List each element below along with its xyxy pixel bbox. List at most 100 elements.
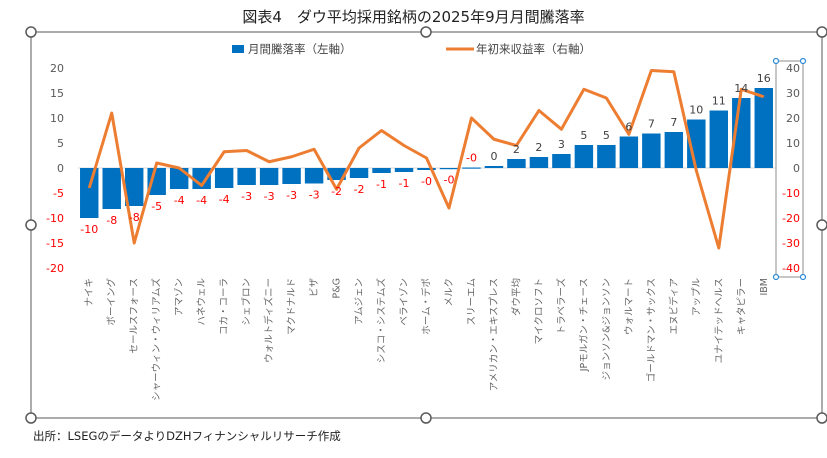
bar[interactable] — [439, 168, 459, 170]
bar[interactable] — [709, 110, 729, 169]
category-label: ジョンソン&ジョンソン — [601, 278, 612, 380]
resize-handle[interactable] — [420, 26, 432, 38]
category-label: IBM — [759, 278, 770, 296]
category-label: ビザ — [309, 278, 320, 298]
category-label: シスコ・システムズ — [376, 278, 388, 364]
category-label: ダウ平均 — [510, 278, 522, 316]
bar[interactable] — [597, 145, 616, 168]
bar[interactable] — [102, 168, 121, 209]
bar[interactable] — [664, 132, 684, 168]
data-label: -8 — [129, 211, 140, 224]
data-label: -3 — [264, 190, 275, 203]
chart-frame[interactable] — [30, 31, 823, 419]
category-label: アムジェン — [354, 278, 365, 325]
category-label: ボーイング — [106, 278, 118, 326]
bar[interactable] — [394, 168, 414, 172]
bar[interactable] — [372, 168, 391, 173]
category-label: スリーエム — [466, 278, 477, 326]
legend-bar-label: 月間騰落率（左軸） — [248, 42, 352, 56]
y-right-tick-label: -40 — [782, 262, 800, 275]
resize-handle[interactable] — [25, 412, 37, 424]
category-label: ハネウェル — [197, 278, 208, 326]
resize-handle[interactable] — [25, 219, 37, 231]
axis-selection-handle[interactable] — [772, 57, 780, 65]
bar[interactable] — [304, 168, 324, 184]
bar[interactable] — [552, 154, 571, 168]
resize-handle[interactable] — [25, 26, 37, 38]
y-right-tick-label: 30 — [786, 87, 800, 100]
data-label: 7 — [670, 116, 677, 129]
category-label: ゴールドマン・サックス — [645, 278, 657, 382]
bar[interactable] — [259, 168, 279, 185]
resize-handle[interactable] — [420, 412, 432, 424]
data-label: -5 — [151, 200, 162, 213]
category-label: P&G — [332, 278, 343, 299]
data-label: -4 — [219, 193, 230, 206]
y-right-tick-label: 40 — [786, 62, 800, 75]
data-label: 2 — [535, 141, 542, 154]
y-right-tick-label: 0 — [793, 162, 800, 175]
data-label: -3 — [241, 190, 252, 203]
category-label: ウォルトディズニー — [263, 278, 275, 363]
y-right-tick-label: -20 — [782, 212, 800, 225]
bar[interactable] — [80, 168, 99, 218]
axis-selection-handle[interactable] — [799, 57, 807, 65]
data-label: -2 — [331, 185, 342, 198]
y-left-tick-label: 20 — [50, 62, 64, 75]
y-left-tick-label: -20 — [46, 262, 64, 275]
data-label: -8 — [106, 214, 117, 227]
data-label: -1 — [376, 178, 387, 191]
y-left-tick-label: 15 — [50, 87, 64, 100]
right-axis-selection[interactable] — [775, 60, 804, 278]
bar[interactable] — [507, 159, 526, 168]
bar[interactable] — [619, 136, 639, 169]
data-label: 10 — [689, 104, 703, 117]
bar[interactable] — [754, 88, 773, 168]
y-right-tick-label: -10 — [782, 187, 800, 200]
bar[interactable] — [484, 166, 504, 168]
data-label: -3 — [309, 189, 320, 202]
data-label: 6 — [625, 121, 632, 134]
y-left-tick-label: 10 — [50, 112, 64, 125]
data-label: -2 — [354, 183, 365, 196]
category-label: ウォルマート — [624, 278, 635, 335]
bar[interactable] — [349, 168, 369, 178]
data-label: 5 — [603, 129, 610, 142]
legend-line-label: 年初来収益率（右軸） — [476, 42, 591, 56]
line-series-ytd-return[interactable] — [87, 69, 765, 250]
bar[interactable] — [124, 168, 144, 206]
axis-selection-handle[interactable] — [772, 273, 780, 281]
data-label: 5 — [580, 129, 587, 142]
data-label: -3 — [286, 189, 297, 202]
bar[interactable] — [282, 168, 301, 184]
bar[interactable] — [574, 145, 594, 168]
bar[interactable] — [529, 157, 549, 168]
resize-handle[interactable] — [816, 219, 827, 231]
bar[interactable] — [214, 168, 234, 188]
data-label: 7 — [648, 118, 655, 131]
category-label: アメリカン・エキスプレス — [489, 278, 500, 391]
data-label: -10 — [80, 223, 98, 236]
data-label: 11 — [712, 95, 726, 108]
source-note: 出所：LSEGのデータよりDZHフィナンシャルリサーチ作成 — [33, 429, 341, 443]
bar[interactable] — [327, 168, 346, 180]
y-right-tick-label: 10 — [786, 137, 800, 150]
resize-handle[interactable] — [816, 26, 827, 38]
category-label: ベライゾン — [399, 278, 410, 326]
y-left-tick-label: -10 — [46, 212, 64, 225]
bar[interactable] — [237, 168, 256, 185]
bar[interactable] — [642, 133, 661, 169]
data-label: 16 — [757, 72, 771, 85]
resize-handle[interactable] — [816, 412, 827, 424]
category-label: JPモルガン・チェース — [579, 278, 590, 372]
data-label: 3 — [558, 138, 565, 151]
category-label: ホーム・デポ — [421, 278, 433, 335]
category-label: トラベラーズ — [555, 278, 567, 335]
category-label: アップル — [691, 278, 702, 317]
data-label: -4 — [174, 194, 185, 207]
bar[interactable] — [417, 168, 436, 170]
axis-selection-handle[interactable] — [799, 273, 807, 281]
data-label: 14 — [734, 82, 748, 95]
bar[interactable] — [462, 167, 481, 169]
